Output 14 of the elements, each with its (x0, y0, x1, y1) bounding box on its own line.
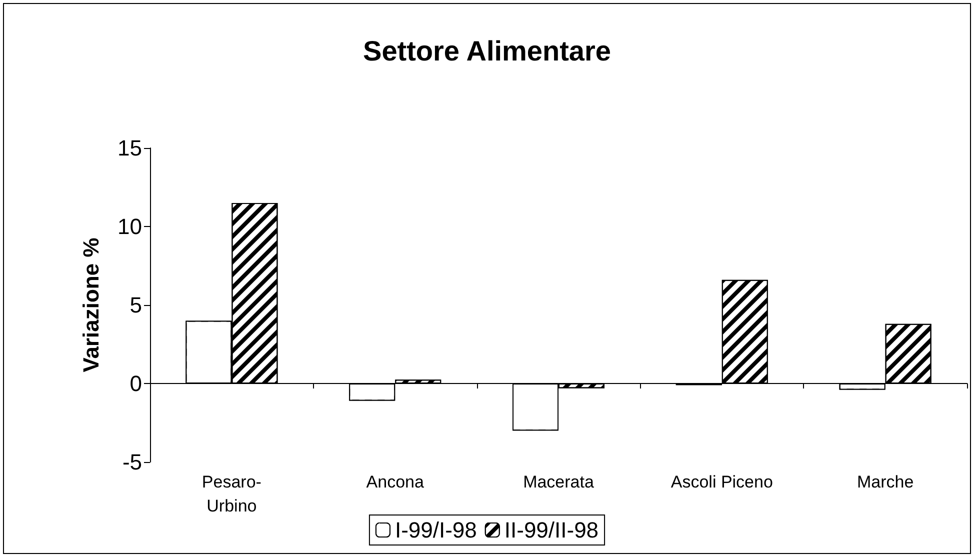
y-tick-label: 15 (118, 136, 142, 160)
y-tick-label: 0 (130, 371, 142, 396)
x-tick-label: Ancona (366, 472, 424, 492)
x-tick-label: Ascoli Piceno (670, 472, 773, 492)
x-tick-label: Pesaro-Urbino (202, 472, 262, 516)
y-tick-label: 10 (118, 214, 142, 239)
y-tick-label: 5 (130, 292, 142, 318)
legend-label: I-99/I-98 (394, 518, 477, 542)
x-tick-label: Marche (856, 472, 914, 492)
y-axis-title: Variazione % (78, 238, 104, 372)
y-tick-label: -5 (122, 450, 142, 474)
legend-label: II-99/II-98 (504, 518, 599, 542)
x-tick-label: Macerata (523, 472, 594, 492)
chart-title: Settore Alimentare (363, 36, 611, 66)
